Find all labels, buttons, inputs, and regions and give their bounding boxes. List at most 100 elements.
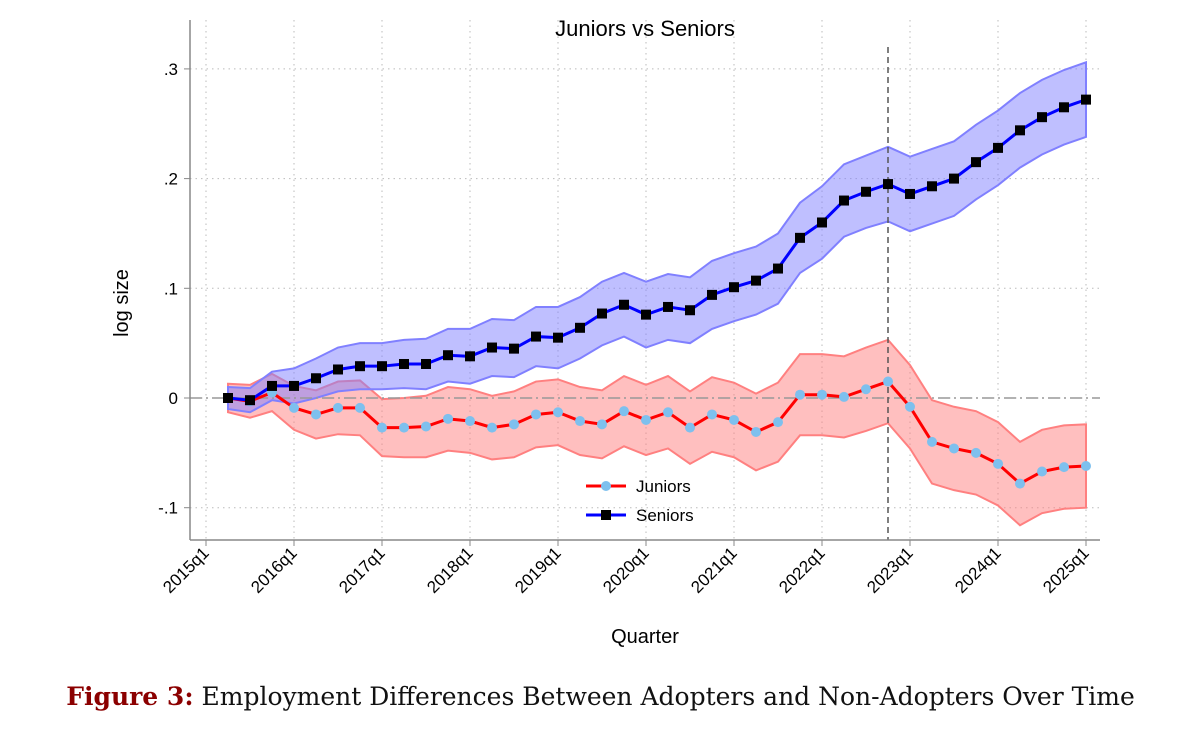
juniors-point — [333, 402, 343, 413]
legend-seniors-marker — [601, 510, 611, 520]
juniors-point — [443, 413, 453, 424]
chart-title: Juniors vs Seniors — [555, 16, 735, 41]
series-lines — [223, 94, 1091, 489]
seniors-point — [1015, 125, 1025, 136]
x-tick-label: 2022q1 — [775, 543, 829, 597]
legend-seniors-label: Seniors — [636, 506, 694, 525]
figure-caption: Figure 3: Employment Differences Between… — [0, 682, 1201, 711]
seniors-point — [223, 393, 233, 403]
seniors-point — [465, 351, 475, 362]
seniors-point — [553, 332, 563, 343]
juniors-point — [839, 391, 849, 402]
seniors-point — [531, 331, 541, 342]
juniors-point — [905, 401, 915, 412]
juniors-point — [1059, 462, 1069, 473]
seniors-point — [905, 188, 915, 199]
seniors-point — [487, 342, 497, 353]
seniors-point — [729, 282, 739, 293]
x-tick-label: 2025q1 — [1039, 543, 1093, 597]
x-tick-label: 2021q1 — [687, 543, 741, 597]
legend-juniors-label: Juniors — [636, 477, 691, 496]
juniors-point — [553, 407, 563, 418]
y-axis-label: log size — [111, 269, 133, 337]
juniors-point — [949, 443, 959, 454]
juniors-point — [663, 407, 673, 418]
seniors-point — [839, 195, 849, 206]
juniors-point — [707, 409, 717, 420]
x-tick-label: 2020q1 — [599, 543, 653, 597]
seniors-point — [1059, 102, 1069, 113]
juniors-point — [465, 416, 475, 427]
y-tick-label: 0 — [169, 389, 178, 408]
juniors-point — [421, 421, 431, 432]
seniors-point — [267, 380, 277, 391]
seniors-point — [509, 343, 519, 354]
legend-juniors-marker — [601, 481, 611, 491]
seniors-point — [1081, 94, 1091, 105]
seniors-point — [355, 361, 365, 372]
seniors-point — [795, 232, 805, 243]
seniors-point — [399, 358, 409, 369]
juniors-point — [289, 402, 299, 413]
juniors-point — [531, 409, 541, 420]
x-tick-label: 2018q1 — [423, 543, 477, 597]
x-tick-label: 2023q1 — [863, 543, 917, 597]
chart: -.1 0 .1 .2 .3 2015q1 2016q1 2017q1 2018q1 2019q1… — [111, 16, 1100, 648]
juniors-point — [575, 416, 585, 427]
x-tick-label: 2016q1 — [247, 543, 301, 597]
x-tick-label: 2017q1 — [335, 543, 389, 597]
seniors-point — [949, 173, 959, 184]
juniors-point — [751, 427, 761, 438]
juniors-point — [377, 422, 387, 433]
juniors-line — [227, 379, 1087, 486]
seniors-point — [685, 305, 695, 316]
juniors-point — [773, 417, 783, 428]
juniors-point — [729, 414, 739, 425]
seniors-point — [421, 358, 431, 369]
seniors-point — [817, 217, 827, 228]
seniors-line — [227, 98, 1087, 402]
x-tick-label: 2024q1 — [951, 543, 1005, 597]
seniors-point — [883, 179, 893, 190]
y-tick-label: -.1 — [158, 499, 178, 518]
juniors-point — [971, 447, 981, 458]
x-tick-label: 2019q1 — [511, 543, 565, 597]
seniors-point — [707, 289, 717, 300]
seniors-point — [1037, 112, 1047, 123]
seniors-point — [971, 157, 981, 168]
seniors-point — [663, 301, 673, 312]
y-tick-label: .1 — [164, 279, 178, 298]
y-tick-label: .2 — [164, 170, 178, 189]
juniors-point — [795, 389, 805, 400]
x-axis-label: Quarter — [611, 626, 679, 648]
caption-text: Employment Differences Between Adopters … — [193, 682, 1135, 711]
seniors-point — [333, 364, 343, 375]
seniors-point — [289, 380, 299, 391]
juniors-point — [641, 414, 651, 425]
seniors-point — [993, 142, 1003, 153]
juniors-point — [883, 376, 893, 387]
seniors-point — [377, 361, 387, 372]
caption-label: Figure 3: — [66, 682, 194, 711]
seniors-confidence-band — [227, 60, 1087, 414]
juniors-point — [1081, 461, 1091, 472]
seniors-point — [927, 181, 937, 192]
seniors-point — [751, 275, 761, 286]
y-tick-label: .3 — [164, 60, 178, 79]
seniors-point — [641, 309, 651, 320]
legend: Juniors Seniors — [586, 477, 694, 525]
juniors-point — [1015, 478, 1025, 489]
seniors-point — [311, 373, 321, 384]
juniors-point — [399, 422, 409, 433]
seniors-point — [861, 186, 871, 197]
juniors-point — [355, 402, 365, 413]
juniors-point — [1037, 466, 1047, 477]
juniors-point — [509, 419, 519, 430]
juniors-point — [817, 389, 827, 400]
juniors-point — [487, 422, 497, 433]
seniors-point — [597, 308, 607, 319]
seniors-point — [575, 322, 585, 333]
x-tick-label: 2015q1 — [159, 543, 213, 597]
reference-lines — [190, 47, 1100, 540]
seniors-point — [773, 263, 783, 274]
